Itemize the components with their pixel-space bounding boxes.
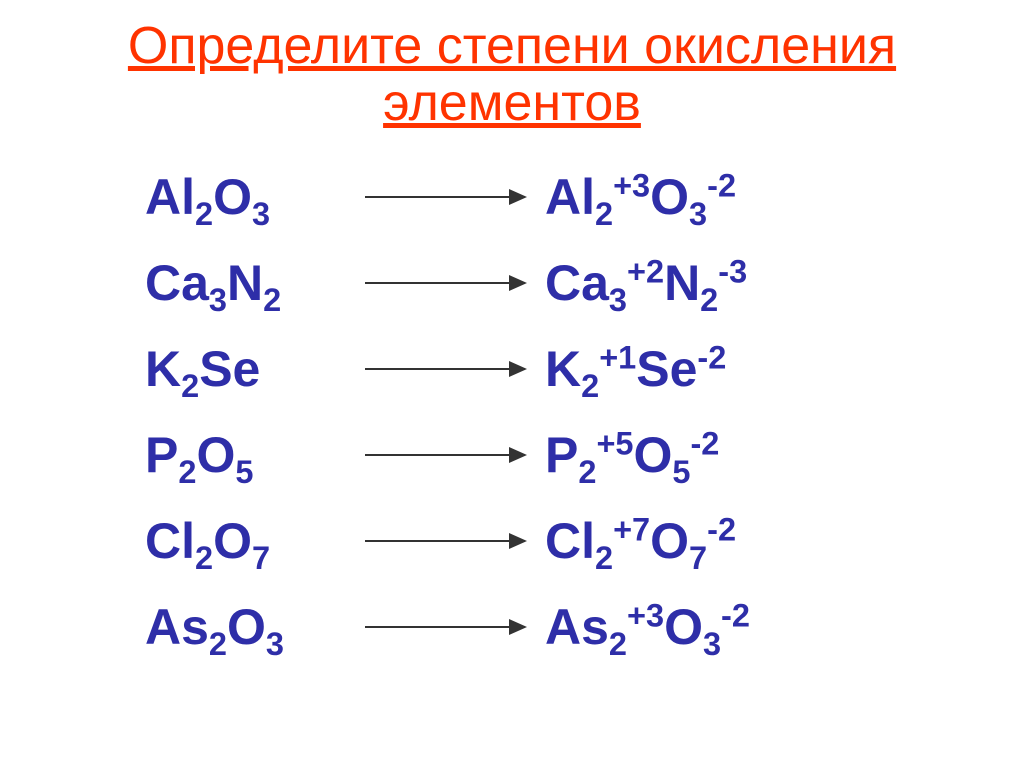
title-line-2: элементов (383, 74, 641, 132)
formula-rhs: Al2+3O3-2 (545, 172, 736, 222)
formula-lhs: Al2O3 (145, 172, 345, 222)
formula-list: Al2O3 Al2+3O3-2 Ca3N2 Ca3+2N2-3 K2Se K2+1Se-2… (0, 172, 1024, 652)
formula-rhs: P2+5O5-2 (545, 430, 719, 480)
slide: Определите степени окисления элементов A… (0, 0, 1024, 767)
formula-lhs: Cl2O7 (145, 516, 345, 566)
formula-rhs: As2+3O3-2 (545, 602, 750, 652)
arrow-icon (345, 282, 545, 284)
slide-title: Определите степени окисления элементов (0, 18, 1024, 132)
formula-row: P2O5 P2+5O5-2 (145, 430, 1024, 480)
formula-rhs: Cl2+7O7-2 (545, 516, 736, 566)
formula-row: As2O3 As2+3O3-2 (145, 602, 1024, 652)
formula-row: Ca3N2 Ca3+2N2-3 (145, 258, 1024, 308)
arrow-icon (345, 454, 545, 456)
formula-rhs: Ca3+2N2-3 (545, 258, 747, 308)
formula-rhs: K2+1Se-2 (545, 344, 726, 394)
formula-row: Cl2O7 Cl2+7O7-2 (145, 516, 1024, 566)
title-line-1: Определите степени окисления (128, 17, 896, 75)
formula-row: Al2O3 Al2+3O3-2 (145, 172, 1024, 222)
formula-lhs: P2O5 (145, 430, 345, 480)
formula-lhs: Ca3N2 (145, 258, 345, 308)
arrow-icon (345, 368, 545, 370)
arrow-icon (345, 196, 545, 198)
formula-row: K2Se K2+1Se-2 (145, 344, 1024, 394)
formula-lhs: K2Se (145, 344, 345, 394)
arrow-icon (345, 540, 545, 542)
formula-lhs: As2O3 (145, 602, 345, 652)
arrow-icon (345, 626, 545, 628)
